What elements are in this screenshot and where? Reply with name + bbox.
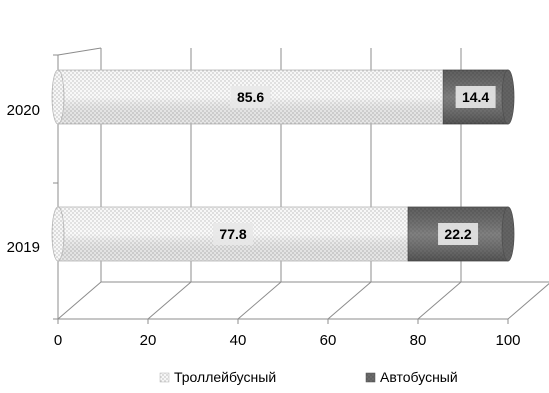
- data-label-2020-0: 85.6: [237, 89, 264, 105]
- legend-item-0: Троллейбусный: [159, 369, 276, 385]
- data-label-bg-2019-0: [213, 223, 254, 245]
- legend-item-1: Автобусный: [365, 369, 458, 385]
- y-tick-label-2019: 2019: [7, 239, 40, 256]
- y-tick-label-2020: 2020: [7, 102, 40, 119]
- legend-label-0: Троллейбусный: [174, 369, 276, 385]
- legend-label-1: Автобусный: [380, 369, 458, 385]
- x-tick-label-0: 0: [54, 332, 62, 349]
- data-labels: 77.8 22.2 85.6 14.4: [213, 86, 496, 245]
- x-tick-label-80: 80: [410, 332, 427, 349]
- data-label-2020-1: 14.4: [462, 89, 489, 105]
- floor-line-80: [417, 281, 462, 320]
- data-label-2019-1: 22.2: [444, 226, 471, 242]
- data-label-2019-0: 77.8: [219, 226, 246, 242]
- bar-right-cap-shade-2020: [502, 70, 514, 124]
- x-tick-label-20: 20: [140, 332, 157, 349]
- x-tick-label-40: 40: [230, 332, 247, 349]
- data-label-bg-2019-1: [438, 223, 479, 245]
- bar-left-cap-2020: [51, 69, 65, 125]
- legend-swatch-1: [365, 372, 376, 383]
- legend-swatch-0: [159, 372, 170, 383]
- data-label-bg-2020-0: [230, 86, 271, 108]
- x-tick-label-100: 100: [495, 332, 520, 349]
- bar-right-cap-2019: [501, 206, 515, 262]
- bar-left-cap-2019: [51, 206, 65, 262]
- data-label-bg-2020-1: [455, 86, 496, 108]
- floor-line-60: [327, 281, 372, 320]
- side-wall-top-edge: [57, 47, 102, 56]
- floor-line-20: [147, 281, 192, 320]
- x-tick-label-60: 60: [320, 332, 337, 349]
- floor-line-0: [57, 281, 102, 320]
- bar-right-cap-shade-2019: [502, 207, 514, 261]
- legend: Троллейбусный Автобусный: [159, 369, 458, 385]
- bar-right-cap-2020: [501, 69, 515, 125]
- floor-line-100: [507, 283, 549, 320]
- floor-line-40: [237, 281, 282, 320]
